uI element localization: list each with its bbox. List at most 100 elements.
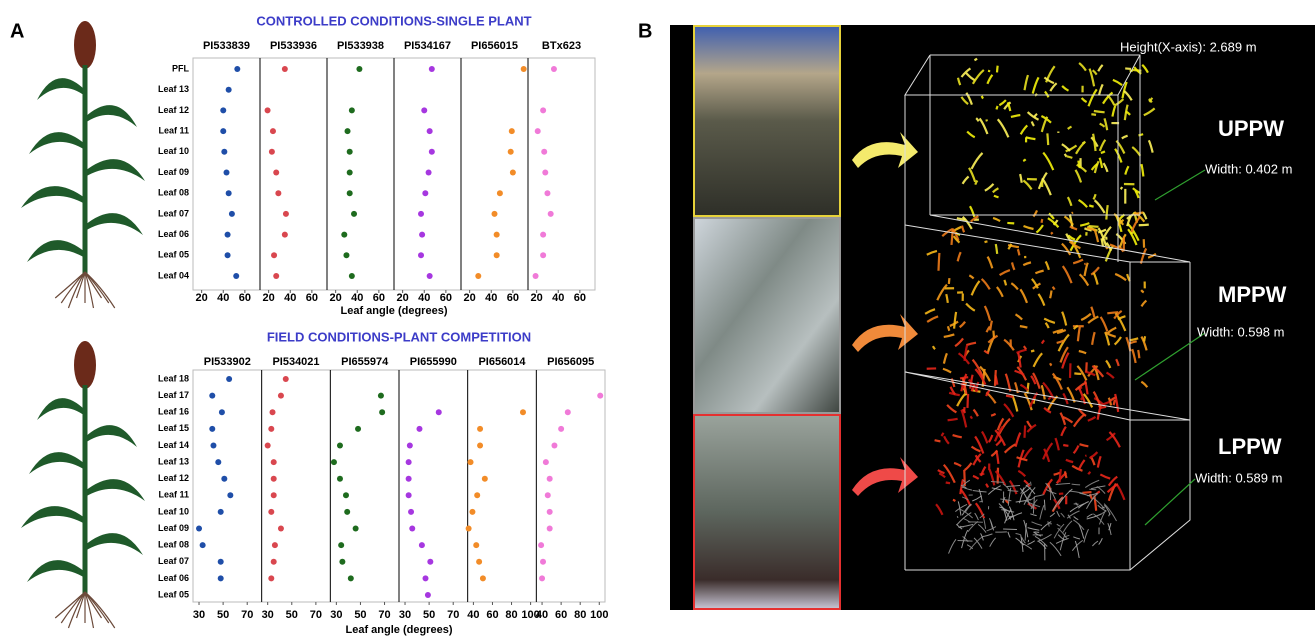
dot xyxy=(270,409,276,415)
dot xyxy=(547,526,553,532)
leaf xyxy=(37,78,85,100)
cloud-stroke xyxy=(1089,205,1093,206)
dot xyxy=(406,476,412,482)
dot xyxy=(344,509,350,515)
cloud-stroke xyxy=(1024,425,1025,437)
cloud-stroke xyxy=(1139,225,1149,226)
dot xyxy=(466,526,472,532)
dot xyxy=(224,170,230,176)
dot xyxy=(542,170,548,176)
cloud-stroke xyxy=(1134,212,1143,213)
x-tick-label: 40 xyxy=(351,292,363,304)
root xyxy=(85,272,109,303)
leaf xyxy=(85,213,143,235)
dot xyxy=(229,211,235,217)
leaf xyxy=(85,479,145,501)
dot xyxy=(351,211,357,217)
leaf xyxy=(85,105,137,127)
dot xyxy=(269,149,275,155)
leaf xyxy=(27,240,85,262)
panel-label: B xyxy=(638,20,652,42)
cloud-stroke xyxy=(985,241,988,242)
x-tick-label: 50 xyxy=(286,609,298,621)
x-tick-label: 30 xyxy=(399,609,411,621)
category-label: Leaf 09 xyxy=(158,523,189,533)
cloud-stroke xyxy=(1144,336,1145,341)
dot xyxy=(378,393,384,399)
leaf xyxy=(85,159,145,181)
dot xyxy=(520,409,526,415)
dot xyxy=(508,149,514,155)
series-name: PI656014 xyxy=(478,356,526,368)
dot xyxy=(429,149,435,155)
category-label: Leaf 05 xyxy=(158,589,189,599)
dot xyxy=(544,190,550,196)
photo-upper xyxy=(694,26,840,216)
x-tick-label: 60 xyxy=(555,609,567,621)
cloud-stroke xyxy=(1006,396,1013,397)
dot xyxy=(547,476,553,482)
dot xyxy=(406,459,412,465)
dot xyxy=(218,509,224,515)
dot xyxy=(338,542,344,548)
cloud-stroke xyxy=(1051,232,1053,234)
dot xyxy=(355,426,361,432)
series-name: PI656095 xyxy=(547,356,594,368)
dot xyxy=(558,426,564,432)
dot xyxy=(419,542,425,548)
dot xyxy=(347,190,353,196)
dot xyxy=(209,426,215,432)
dot xyxy=(200,542,206,548)
dot xyxy=(219,409,225,415)
dot xyxy=(215,459,221,465)
dot xyxy=(565,409,571,415)
dot xyxy=(418,252,424,258)
dot xyxy=(268,426,274,432)
category-label: Leaf 08 xyxy=(158,188,189,198)
dot xyxy=(540,107,546,113)
series-name: PI656015 xyxy=(471,40,518,52)
x-tick-label: 60 xyxy=(306,292,318,304)
dot xyxy=(271,459,277,465)
leaf xyxy=(29,132,85,154)
layer-name: MPPW xyxy=(1218,282,1287,307)
dot xyxy=(343,252,349,258)
dot xyxy=(271,492,277,498)
cloud-stroke xyxy=(970,416,972,418)
dot xyxy=(271,476,277,482)
dot xyxy=(210,442,216,448)
cloud-stroke xyxy=(967,394,968,408)
dot xyxy=(427,559,433,565)
cloud-stroke xyxy=(1138,350,1139,358)
dot xyxy=(282,232,288,238)
series-name: PI533839 xyxy=(203,40,250,52)
dot xyxy=(345,128,351,134)
dot xyxy=(265,107,271,113)
dot xyxy=(422,190,428,196)
cloud-stroke xyxy=(958,540,973,541)
cloud-stroke xyxy=(1050,363,1051,365)
x-tick-label: 50 xyxy=(423,609,435,621)
dot xyxy=(436,409,442,415)
category-label: Leaf 10 xyxy=(158,146,189,156)
cloud-stroke xyxy=(1083,142,1084,144)
x-tick-label: 60 xyxy=(440,292,452,304)
category-label: Leaf 16 xyxy=(158,407,189,417)
x-tick-label: 70 xyxy=(447,609,459,621)
cloud-stroke xyxy=(1063,445,1068,446)
leaf xyxy=(27,560,85,582)
dot xyxy=(423,575,429,581)
dot xyxy=(356,66,362,72)
dot xyxy=(510,170,516,176)
category-label: Leaf 07 xyxy=(158,208,189,218)
dot xyxy=(427,273,433,279)
category-label: Leaf 07 xyxy=(158,556,189,566)
dot xyxy=(209,393,215,399)
cloud-stroke xyxy=(1078,161,1079,168)
dot xyxy=(270,128,276,134)
root xyxy=(85,272,102,298)
dot xyxy=(278,393,284,399)
category-label: Leaf 12 xyxy=(158,473,189,483)
dot xyxy=(429,66,435,72)
category-label: Leaf 04 xyxy=(158,270,189,280)
